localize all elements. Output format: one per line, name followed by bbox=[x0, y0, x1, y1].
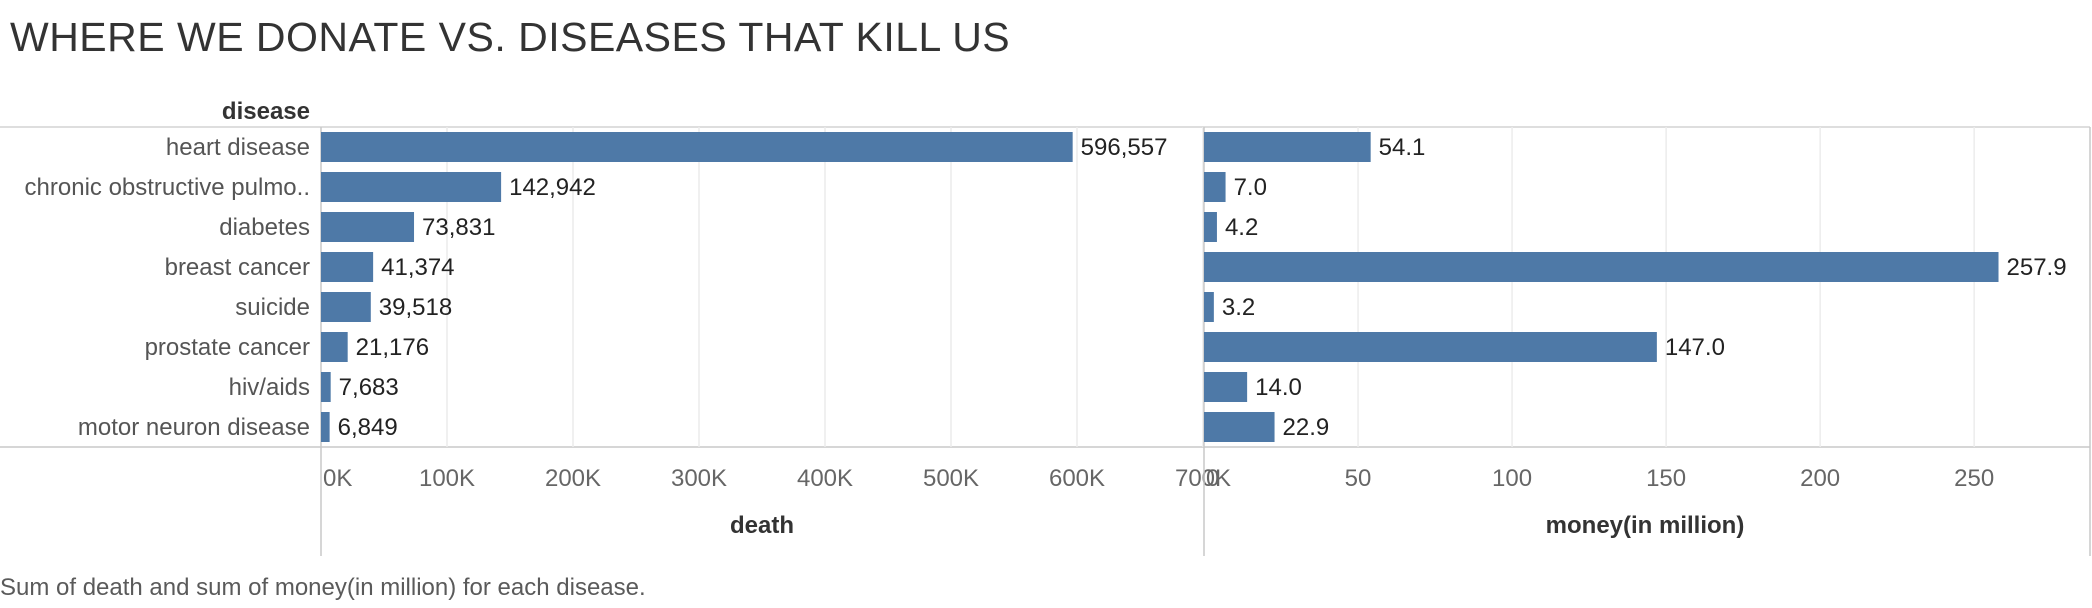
bar-0-7 bbox=[321, 412, 330, 442]
bar-0-6 bbox=[321, 372, 331, 402]
bar-1-2 bbox=[1204, 212, 1217, 242]
tick-label-0-5: 500K bbox=[923, 465, 979, 492]
tick-label-0-6: 600K bbox=[1049, 465, 1105, 492]
bar-value-label-0-3: 41,374 bbox=[381, 254, 454, 281]
bar-value-label-1-5: 147.0 bbox=[1665, 334, 1725, 361]
tick-label-0-1: 100K bbox=[419, 465, 475, 492]
bar-0-1 bbox=[321, 172, 502, 202]
axis-title-0: death bbox=[730, 512, 794, 539]
bar-value-label-0-0: 596,557 bbox=[1081, 134, 1168, 161]
category-label-4: suicide bbox=[235, 294, 310, 321]
bar-1-6 bbox=[1204, 372, 1248, 402]
bar-value-label-0-4: 39,518 bbox=[379, 294, 452, 321]
bar-value-label-1-6: 14.0 bbox=[1255, 374, 1302, 401]
tick-label-1-5: 250 bbox=[1954, 465, 1994, 492]
tick-label-0-3: 300K bbox=[671, 465, 727, 492]
bar-value-label-1-0: 54.1 bbox=[1379, 134, 1426, 161]
category-label-7: motor neuron disease bbox=[78, 414, 310, 441]
bar-0-4 bbox=[321, 292, 371, 322]
tick-label-1-4: 200 bbox=[1800, 465, 1840, 492]
bar-0-3 bbox=[321, 252, 374, 282]
bar-0-0 bbox=[321, 132, 1073, 162]
chart-title: WHERE WE DONATE VS. DISEASES THAT KILL U… bbox=[10, 14, 1011, 60]
axis-title-1: money(in million) bbox=[1546, 512, 1745, 539]
row-header: disease bbox=[222, 98, 310, 125]
tick-label-0-2: 200K bbox=[545, 465, 601, 492]
bar-value-label-1-2: 4.2 bbox=[1225, 214, 1258, 241]
tick-label-0-4: 400K bbox=[797, 465, 853, 492]
bar-value-label-1-7: 22.9 bbox=[1283, 414, 1330, 441]
category-label-1: chronic obstructive pulmo.. bbox=[25, 174, 310, 201]
bar-1-1 bbox=[1204, 172, 1226, 202]
tick-label-1-3: 150 bbox=[1646, 465, 1686, 492]
bar-value-label-1-1: 7.0 bbox=[1234, 174, 1267, 201]
bar-1-5 bbox=[1204, 332, 1657, 362]
bar-value-label-0-5: 21,176 bbox=[356, 334, 429, 361]
chart-caption: Sum of death and sum of money(in million… bbox=[0, 574, 646, 601]
category-label-3: breast cancer bbox=[165, 254, 310, 281]
category-label-6: hiv/aids bbox=[229, 374, 310, 401]
category-label-2: diabetes bbox=[219, 214, 310, 241]
bar-value-label-0-6: 7,683 bbox=[339, 374, 399, 401]
bar-value-label-0-7: 6,849 bbox=[338, 414, 398, 441]
tick-label-0-7: 700K bbox=[1175, 465, 1231, 492]
bar-value-label-1-3: 257.9 bbox=[2007, 254, 2067, 281]
bar-value-label-0-2: 73,831 bbox=[422, 214, 495, 241]
bar-value-label-0-1: 142,942 bbox=[509, 174, 596, 201]
tick-label-1-0: 0 bbox=[1206, 465, 1219, 492]
bar-0-5 bbox=[321, 332, 348, 362]
bar-1-3 bbox=[1204, 252, 1999, 282]
tick-label-0-0: 0K bbox=[323, 465, 352, 492]
bar-value-label-1-4: 3.2 bbox=[1222, 294, 1255, 321]
category-label-5: prostate cancer bbox=[145, 334, 310, 361]
bar-1-4 bbox=[1204, 292, 1214, 322]
bar-1-7 bbox=[1204, 412, 1275, 442]
tick-label-1-1: 50 bbox=[1345, 465, 1372, 492]
bar-0-2 bbox=[321, 212, 415, 242]
bar-1-0 bbox=[1204, 132, 1371, 162]
tick-label-1-2: 100 bbox=[1492, 465, 1532, 492]
category-label-0: heart disease bbox=[166, 134, 310, 161]
